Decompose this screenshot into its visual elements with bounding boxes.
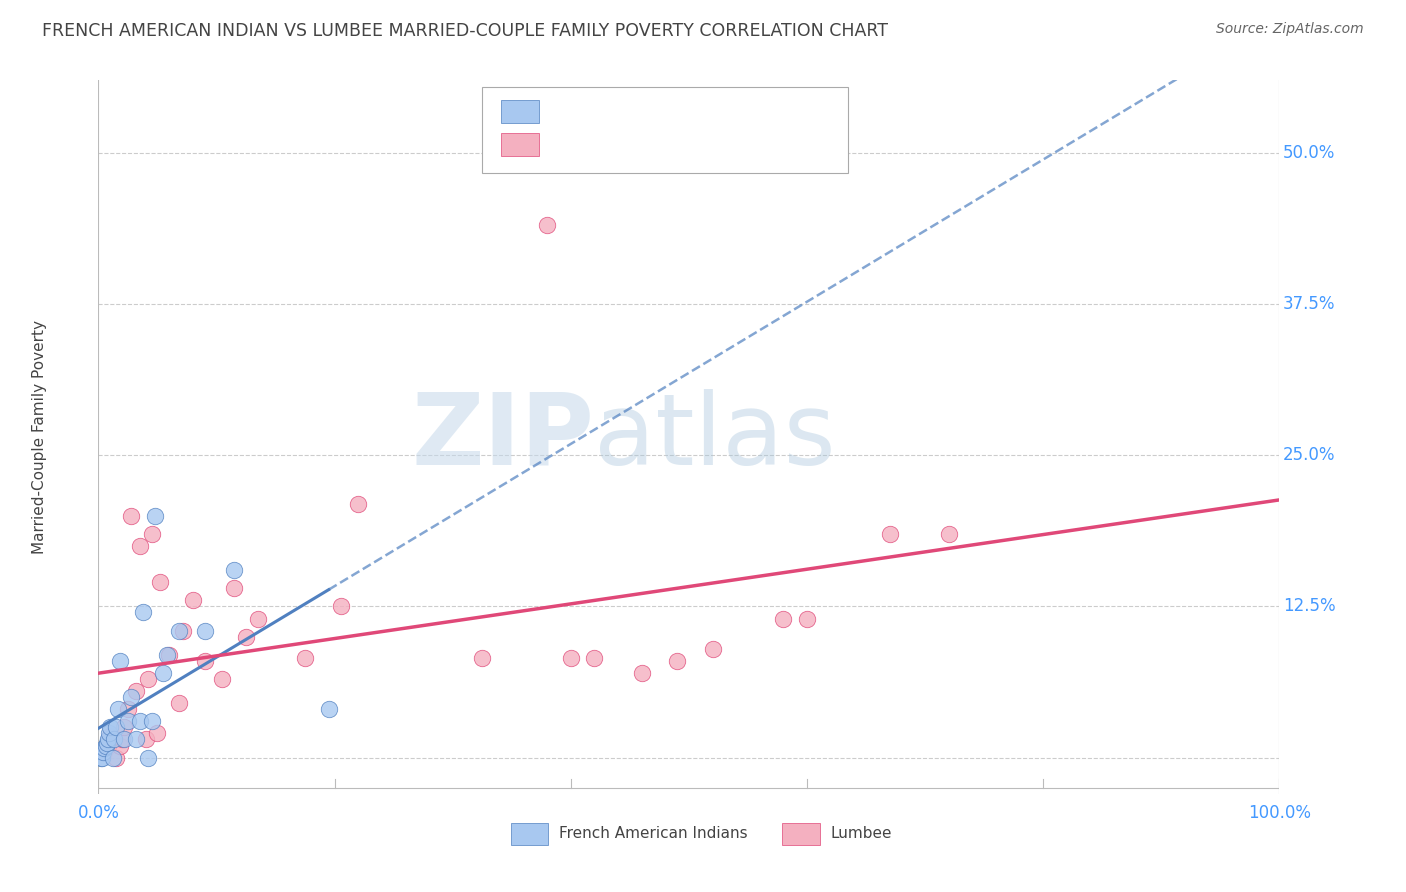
Point	[235, 630, 257, 644]
Point	[105, 720, 128, 734]
Point	[90, 750, 112, 764]
Text: R =  0.110    N = 29: R = 0.110 N = 29	[550, 104, 703, 120]
Text: FRENCH AMERICAN INDIAN VS LUMBEE MARRIED-COUPLE FAMILY POVERTY CORRELATION CHART: FRENCH AMERICAN INDIAN VS LUMBEE MARRIED…	[42, 22, 889, 40]
Point	[471, 651, 494, 665]
Point	[97, 732, 120, 747]
Text: 25.0%: 25.0%	[1284, 446, 1336, 464]
Point	[152, 665, 174, 680]
Point	[94, 739, 117, 753]
Point	[347, 497, 370, 511]
Point	[91, 745, 114, 759]
Point	[93, 740, 115, 755]
Point	[146, 726, 169, 740]
Text: French American Indians: French American Indians	[560, 826, 748, 840]
Point	[172, 624, 194, 638]
Point	[128, 539, 150, 553]
Point	[938, 526, 960, 541]
FancyBboxPatch shape	[501, 100, 538, 123]
Point	[246, 611, 269, 625]
Point	[105, 750, 128, 764]
Text: 100.0%: 100.0%	[1249, 804, 1310, 822]
Point	[91, 750, 114, 764]
Text: ZIP: ZIP	[412, 389, 595, 485]
Text: 37.5%: 37.5%	[1284, 295, 1336, 313]
Point	[536, 219, 558, 233]
Point	[666, 654, 689, 668]
Point	[117, 714, 139, 729]
Point	[583, 651, 606, 665]
Point	[181, 593, 204, 607]
Point	[125, 732, 148, 747]
Point	[156, 648, 179, 662]
Point	[97, 739, 120, 753]
FancyBboxPatch shape	[510, 823, 548, 845]
Point	[98, 726, 121, 740]
Point	[149, 575, 172, 590]
Text: R = 0.339    N = 39: R = 0.339 N = 39	[550, 137, 699, 152]
Point	[93, 745, 115, 759]
Point	[103, 732, 125, 747]
Point	[117, 702, 139, 716]
Point	[224, 563, 246, 577]
Point	[135, 732, 157, 747]
Point	[96, 736, 118, 750]
Point	[132, 606, 155, 620]
FancyBboxPatch shape	[501, 133, 538, 156]
Point	[211, 672, 233, 686]
Point	[772, 611, 794, 625]
Point	[796, 611, 818, 625]
Point	[318, 702, 340, 716]
Point	[329, 599, 352, 614]
Point	[143, 508, 166, 523]
Point	[128, 714, 150, 729]
Point	[194, 654, 217, 668]
Text: 50.0%: 50.0%	[1284, 144, 1336, 161]
Point	[98, 729, 121, 743]
FancyBboxPatch shape	[482, 87, 848, 173]
FancyBboxPatch shape	[782, 823, 820, 845]
Point	[136, 672, 159, 686]
Text: Married-Couple Family Poverty: Married-Couple Family Poverty	[32, 320, 46, 554]
Point	[112, 720, 135, 734]
Point	[560, 651, 582, 665]
Point	[111, 732, 134, 747]
Point	[294, 651, 316, 665]
Point	[101, 750, 124, 764]
Point	[125, 684, 148, 698]
Point	[121, 508, 143, 523]
Point	[98, 720, 121, 734]
Text: Source: ZipAtlas.com: Source: ZipAtlas.com	[1216, 22, 1364, 37]
Point	[702, 641, 724, 656]
Text: Lumbee: Lumbee	[831, 826, 893, 840]
Point	[141, 526, 163, 541]
Text: 0.0%: 0.0%	[77, 804, 120, 822]
Point	[167, 696, 190, 710]
Point	[157, 648, 180, 662]
Point	[108, 739, 131, 753]
Text: atlas: atlas	[595, 389, 837, 485]
Point	[167, 624, 190, 638]
Point	[224, 581, 246, 595]
Point	[879, 526, 901, 541]
Point	[141, 714, 163, 729]
Point	[112, 732, 135, 747]
Point	[108, 654, 131, 668]
Point	[136, 750, 159, 764]
Point	[121, 690, 143, 705]
Point	[630, 665, 652, 680]
Point	[107, 702, 129, 716]
Point	[194, 624, 217, 638]
Text: 12.5%: 12.5%	[1284, 598, 1336, 615]
